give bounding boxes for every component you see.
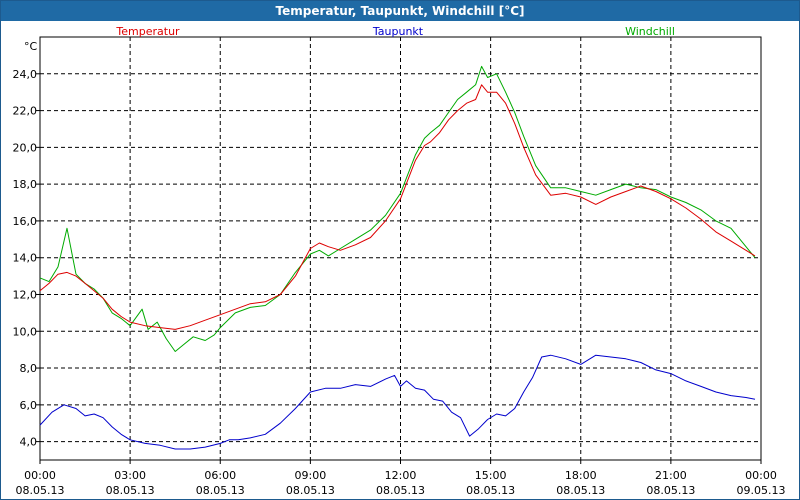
axis-labels: °C 4,0 6,0 8,0 10,0 12,0 14,0 16,0 18,0 20,0 22,0… <box>13 40 786 497</box>
series-taupunkt <box>39 354 756 450</box>
x-tick-time: 21:00 <box>655 469 687 482</box>
x-tick-time: 03:00 <box>114 469 146 482</box>
window-title: Temperatur, Taupunkt, Windchill [°C] <box>1 1 799 21</box>
x-tick-time: 12:00 <box>385 469 417 482</box>
y-tick-label: 12,0 <box>13 288 38 301</box>
y-tick-label: 8,0 <box>20 362 38 375</box>
x-tick-date: 08.05.13 <box>286 484 335 497</box>
y-tick-label: 6,0 <box>20 399 38 412</box>
series-temperatur <box>39 84 756 330</box>
grid <box>36 37 762 464</box>
x-tick-time: 06:00 <box>204 469 236 482</box>
plot-area-border <box>39 36 762 461</box>
legend-taupunkt: Taupunkt <box>372 25 424 38</box>
x-tick-date: 08.05.13 <box>196 484 245 497</box>
y-tick-label: 22,0 <box>13 105 38 118</box>
y-tick-label: 10,0 <box>13 325 38 338</box>
x-tick-date: 08.05.13 <box>556 484 605 497</box>
x-tick-time: 09:00 <box>295 469 327 482</box>
x-tick-time: 00:00 <box>745 469 777 482</box>
x-tick-date: 08.05.13 <box>106 484 155 497</box>
series-group <box>39 65 756 450</box>
x-tick-time: 00:00 <box>24 469 56 482</box>
x-tick-date: 08.05.13 <box>376 484 425 497</box>
x-tick-date: 08.05.13 <box>466 484 515 497</box>
y-tick-label: 14,0 <box>13 252 38 265</box>
legend: Temperatur Taupunkt Windchill <box>115 25 675 38</box>
x-tick-time: 15:00 <box>475 469 507 482</box>
x-tick-time: 18:00 <box>565 469 597 482</box>
y-tick-label: 20,0 <box>13 141 38 154</box>
x-tick-date: 08.05.13 <box>16 484 65 497</box>
x-tick-date: 09.05.13 <box>737 484 786 497</box>
x-tick-date: 08.05.13 <box>646 484 695 497</box>
y-axis-unit: °C <box>24 40 38 53</box>
y-tick-label: 4,0 <box>20 436 38 449</box>
y-tick-label: 16,0 <box>13 215 38 228</box>
y-tick-label: 24,0 <box>13 68 38 81</box>
legend-windchill: Windchill <box>625 25 675 38</box>
legend-temperatur: Temperatur <box>115 25 180 38</box>
y-tick-label: 18,0 <box>13 178 38 191</box>
series-windchill <box>39 65 756 352</box>
